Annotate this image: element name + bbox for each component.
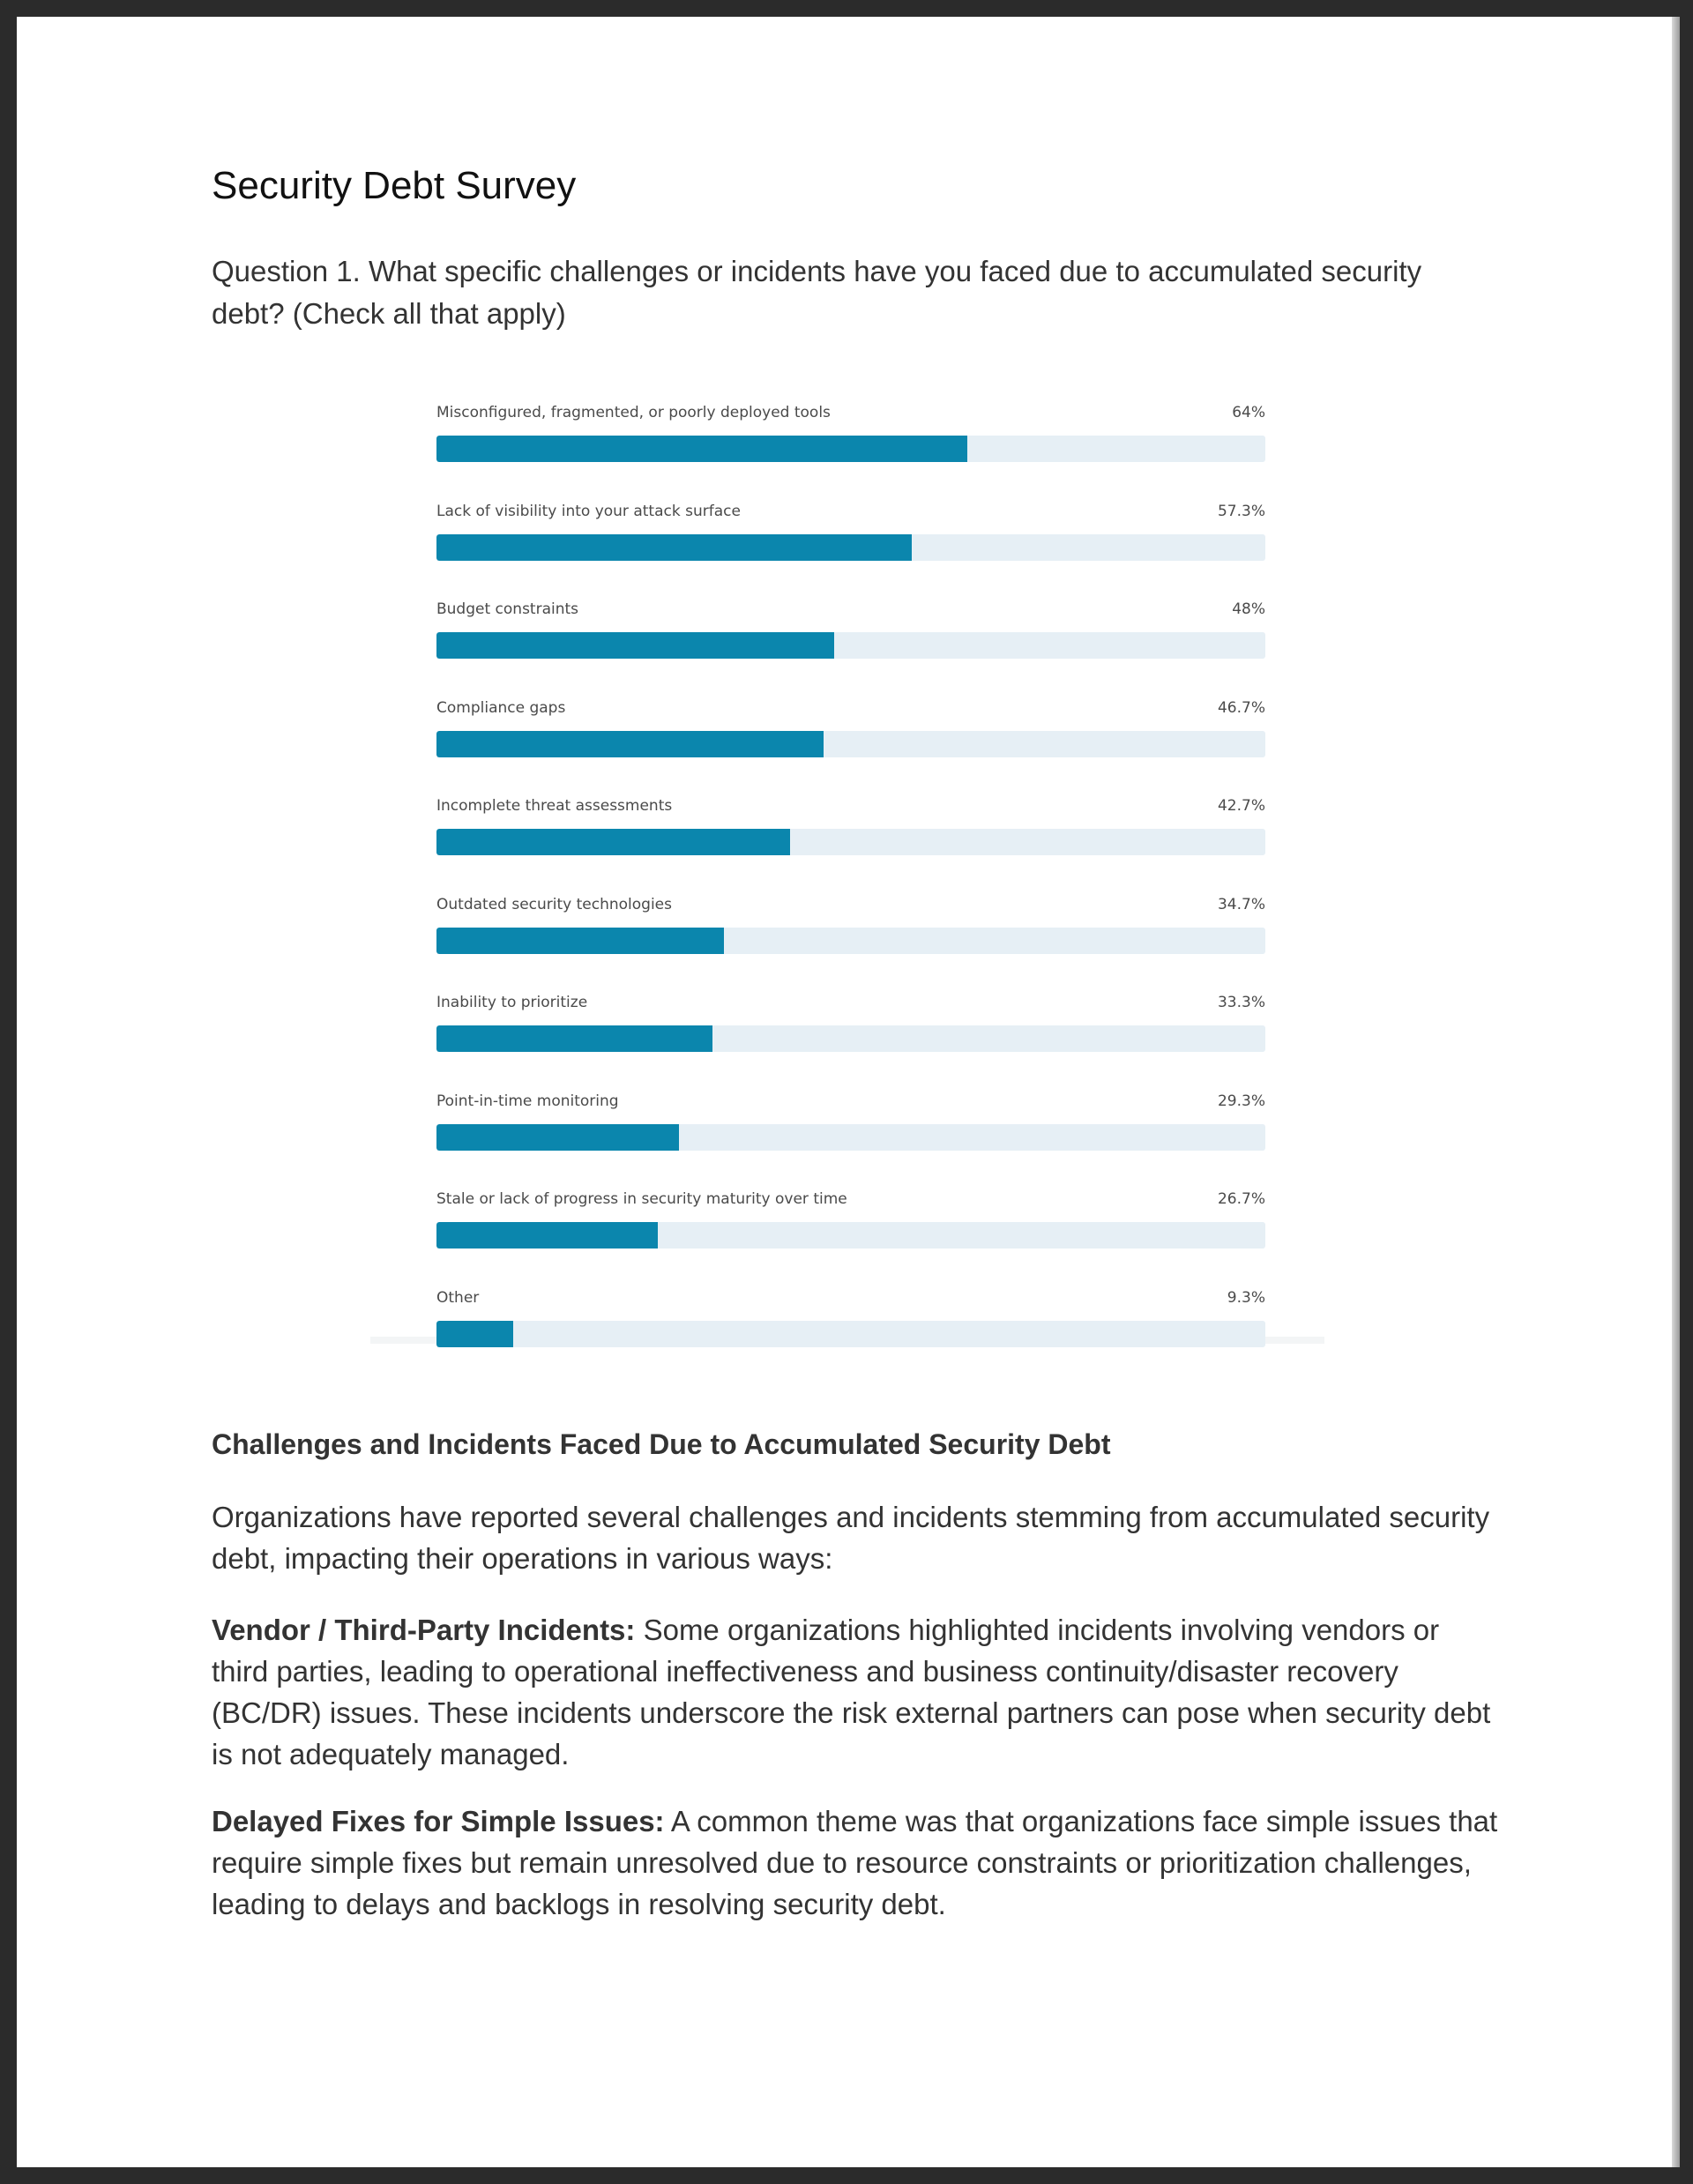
bar-category-label: Budget constraints — [436, 600, 579, 618]
delayed-fixes-paragraph: Delayed Fixes for Simple Issues: A commo… — [212, 1800, 1499, 1925]
bar-track — [436, 533, 1265, 561]
bar-category-label: Lack of visibility into your attack surf… — [436, 502, 741, 520]
bar-chart: Misconfigured, fragmented, or poorly dep… — [370, 388, 1324, 1347]
chart-bar-row: Lack of visibility into your attack surf… — [436, 503, 1265, 573]
bar-fill — [436, 1025, 713, 1052]
bar-track — [436, 436, 1265, 462]
bar-value-label: 33.3% — [1217, 994, 1265, 1011]
bar-fill — [436, 1222, 658, 1249]
chart-bar-row: Outdated security technologies 34.7% — [436, 896, 1265, 966]
bar-category-label: Other — [436, 1288, 480, 1307]
bar-fill — [436, 1123, 680, 1151]
delayed-fixes-text: A common theme was that organizations fa… — [212, 1805, 1498, 1920]
bar-value-label: 9.3% — [1227, 1288, 1265, 1307]
bar-value-label: 48% — [1232, 600, 1265, 618]
bar-track — [436, 927, 1265, 954]
section-heading: Challenges and Incidents Faced Due to Ac… — [212, 1428, 1111, 1460]
chart-bar-row: Compliance gaps 46.7% — [436, 699, 1265, 770]
vendor-incidents-label: Vendor / Third-Party Incidents: — [212, 1614, 636, 1646]
bar-fill — [436, 436, 967, 462]
bar-track — [436, 632, 1265, 659]
viewer-frame-top — [0, 0, 1693, 17]
chart-bar-row: Stale or lack of progress in security ma… — [436, 1190, 1265, 1261]
viewer-frame-right — [1680, 0, 1693, 2184]
bar-fill — [436, 829, 791, 855]
bar-fill — [436, 730, 824, 757]
bar-fill — [436, 632, 835, 659]
bar-fill — [436, 927, 725, 954]
bar-value-label: 34.7% — [1217, 895, 1265, 913]
bar-value-label: 29.3% — [1217, 1092, 1265, 1110]
chart-bar-row: Incomplete threat assessments 42.7% — [436, 797, 1265, 868]
bar-track — [436, 730, 1265, 757]
bar-track — [436, 829, 1265, 855]
vendor-incidents-text: Some organizations highlighted incidents… — [212, 1614, 1491, 1770]
bar-value-label: 26.7% — [1217, 1190, 1265, 1208]
chart-bar-row: Other 9.3% — [436, 1289, 1265, 1360]
bar-track — [436, 1320, 1265, 1347]
bar-track — [436, 1025, 1265, 1052]
chart-bar-row: Misconfigured, fragmented, or poorly dep… — [436, 404, 1265, 474]
vendor-incidents-paragraph: Vendor / Third-Party Incidents: Some org… — [212, 1609, 1499, 1775]
bar-track — [436, 1123, 1265, 1151]
bar-value-label: 42.7% — [1217, 797, 1265, 815]
viewer-frame-left — [0, 0, 17, 2184]
bar-category-label: Compliance gaps — [436, 698, 566, 717]
bar-value-label: 57.3% — [1217, 502, 1265, 520]
bar-category-label: Misconfigured, fragmented, or poorly dep… — [436, 404, 831, 421]
survey-question: Question 1. What specific challenges or … — [212, 255, 1422, 330]
chart-bar-row: Budget constraints 48% — [436, 600, 1265, 671]
bar-category-label: Inability to prioritize — [436, 994, 588, 1011]
delayed-fixes-label: Delayed Fixes for Simple Issues: — [212, 1805, 665, 1837]
bar-track — [436, 1222, 1265, 1249]
page-edge-shadow — [1672, 17, 1680, 2167]
bar-category-label: Outdated security technologies — [436, 895, 673, 913]
chart-bar-row: Inability to prioritize 33.3% — [436, 994, 1265, 1064]
page-title: Security Debt Survey — [212, 164, 577, 207]
bar-category-label: Point-in-time monitoring — [436, 1092, 619, 1110]
bar-fill — [436, 533, 912, 561]
bar-value-label: 46.7% — [1217, 698, 1265, 717]
bar-value-label: 64% — [1232, 404, 1265, 421]
bar-category-label: Stale or lack of progress in security ma… — [436, 1190, 847, 1208]
viewer-frame-bottom — [0, 2167, 1693, 2184]
intro-paragraph: Organizations have reported several chal… — [212, 1501, 1490, 1575]
bar-category-label: Incomplete threat assessments — [436, 797, 673, 815]
bar-fill — [436, 1320, 514, 1347]
chart-bar-row: Point-in-time monitoring 29.3% — [436, 1092, 1265, 1163]
